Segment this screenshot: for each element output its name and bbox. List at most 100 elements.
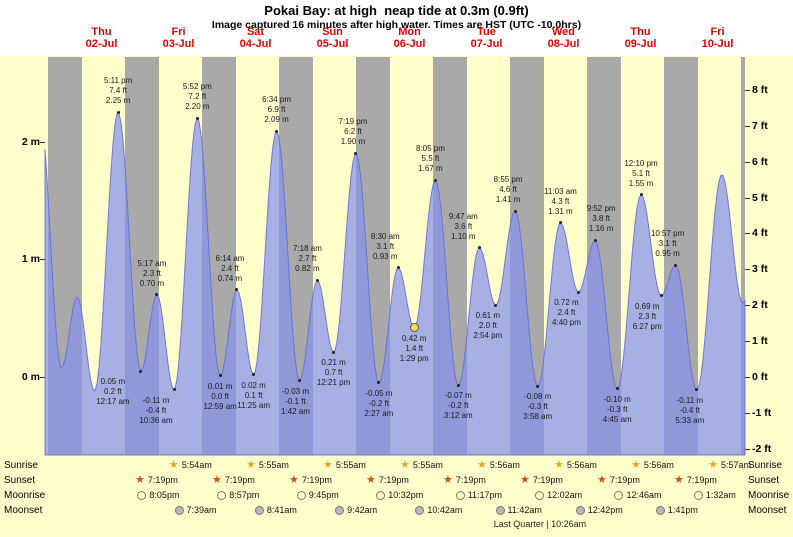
tide-annotation-line: 3.1 ft	[658, 239, 677, 249]
astro-time: 9:45pm	[308, 490, 339, 500]
astro-entry: ★ 7:19pm	[289, 474, 332, 487]
day-label-dow: Thu	[630, 26, 651, 38]
moonset-icon	[655, 506, 665, 515]
astro-time: 11:17pm	[467, 490, 503, 500]
tide-annotation-line: 3.6 ft	[454, 221, 473, 231]
astro-time: 7:19pm	[301, 475, 332, 485]
tide-point-marker	[297, 379, 301, 383]
tide-annotation-line: 5.1 ft	[632, 168, 650, 178]
tide-annotation-line: -0.11 m	[142, 395, 170, 405]
tide-annotation-line: 9:52 pm	[586, 204, 616, 214]
tide-point-marker	[456, 383, 460, 387]
night-band	[47, 57, 82, 455]
sunset-star-icon: ★	[288, 474, 299, 486]
tide-annotation-line: -0.1 ft	[285, 396, 306, 406]
astro-time: 10:42am	[427, 505, 463, 515]
astro-entry: 12:42pm	[575, 504, 623, 517]
astro-entry: ★ 7:19pm	[443, 474, 486, 487]
astro-row-label-right: Sunrise	[748, 460, 782, 471]
tide-annotation-line: 2.0 ft	[478, 321, 497, 331]
day-label-date: 09-Jul	[624, 38, 657, 50]
sunset-star-icon: ★	[365, 474, 376, 486]
astro-entry: ★ 5:55am	[323, 459, 366, 472]
astro-entry: 8:41am	[254, 504, 297, 517]
tide-annotation-line: 7.2 ft	[188, 92, 207, 102]
high-tide-annotation: 8:30 am 3.1 ft 0.93 m	[357, 232, 413, 262]
low-tide-annotation: -0.10 m -0.3 ft 4:45 am	[589, 395, 645, 425]
tide-point-marker	[433, 178, 437, 182]
tide-point-marker	[332, 350, 336, 354]
tide-point-marker	[695, 388, 699, 392]
moonrise-icon	[137, 491, 147, 500]
tide-annotation-line: -0.2 ft	[368, 398, 390, 408]
astro-time: 7:19pm	[686, 475, 717, 485]
tide-annotation-line: 0.2 ft	[104, 387, 122, 397]
high-tide-annotation: 5:11 pm 7.4 ft 2.25 m	[90, 76, 146, 106]
tide-annotation-line: 2.25 m	[105, 96, 131, 106]
sunset-star-icon: ★	[673, 474, 684, 486]
axis-tick	[745, 233, 750, 235]
astro-entry: 9:42am	[335, 504, 377, 517]
astro-time: 5:54am	[181, 460, 212, 470]
astro-entry: ★ 5:55am	[246, 459, 289, 472]
tide-annotation-line: 1.41 m	[495, 195, 521, 205]
sunset-star-icon: ★	[442, 474, 453, 486]
day-label-date: 05-Jul	[316, 38, 349, 50]
tide-annotation-line: 3.8 ft	[592, 214, 611, 224]
astro-time: 8:57pm	[229, 490, 260, 500]
tide-point-marker	[639, 193, 643, 197]
day-label-dow: Tue	[477, 26, 496, 38]
tide-point-marker	[116, 110, 120, 114]
tide-point-marker	[235, 288, 239, 292]
tide-annotation-line: -0.3 ft	[607, 404, 628, 414]
sunset-star-icon: ★	[596, 474, 607, 486]
moonset-icon	[575, 506, 585, 515]
moonset-icon	[254, 506, 264, 515]
astro-time: 5:55am	[258, 460, 289, 470]
tide-point-marker	[513, 209, 517, 213]
chart-title: Pokai Bay: at high neap tide at 0.3m (0.…	[264, 3, 529, 18]
astro-entry: ★ 5:57am	[708, 459, 751, 472]
moonrise-icon	[455, 491, 465, 500]
feet-axis-label: 2 ft	[752, 299, 768, 312]
tide-annotation-line: 1.67 m	[418, 164, 443, 174]
tide-annotation-line: 8:05 pm	[415, 144, 445, 154]
tide-annotation-line: 0.82 m	[295, 264, 320, 274]
low-tide-annotation: -0.05 m -0.2 ft 2:27 am	[351, 389, 407, 419]
day-label-dow: Sat	[246, 26, 265, 38]
astro-entry: 8:57pm	[217, 489, 259, 502]
axis-tick	[745, 161, 750, 163]
tide-annotation-line: -0.07 m	[444, 391, 472, 401]
chart-subtitle: Image captured 16 minutes after high wat…	[211, 19, 582, 31]
sunrise-star-icon: ★	[245, 459, 256, 471]
low-tide-annotation: 0.69 m 2.3 ft 6:27 pm	[619, 302, 675, 332]
astro-time: 7:19pm	[224, 475, 255, 485]
tide-point-marker	[315, 278, 319, 282]
tide-annotation-line: 0.02 m	[241, 380, 266, 390]
axis-tick	[745, 89, 750, 91]
day-label-dow: Sun	[322, 26, 343, 38]
tide-point-marker	[615, 387, 619, 391]
sunrise-star-icon: ★	[399, 459, 410, 471]
day-label: Thu 09-Jul	[611, 26, 671, 50]
astro-time: 8:41am	[266, 505, 297, 515]
astro-entry: 1:32am	[693, 489, 736, 502]
tide-point-marker	[195, 116, 199, 120]
astro-entry: 11:17pm	[455, 489, 503, 502]
tide-annotation-line: 7.4 ft	[109, 86, 128, 96]
astro-row-label-left: Sunset	[4, 475, 36, 486]
tide-annotation-line: 1:42 am	[281, 406, 310, 416]
astro-entry: ★ 5:56am	[554, 459, 597, 472]
tide-annotation-line: 5:17 am	[137, 258, 167, 268]
high-tide-annotation: 8:55 pm 4.6 ft 1.41 m	[480, 175, 536, 205]
tide-annotation-line: 2.4 ft	[221, 263, 239, 273]
axis-tick	[40, 259, 45, 261]
day-label: Sat 04-Jul	[226, 26, 286, 50]
sunrise-star-icon: ★	[554, 459, 564, 471]
tide-annotation-line: 1.90 m	[340, 137, 366, 147]
tide-annotation-line: 7:18 am	[292, 244, 322, 254]
day-label: Fri 10-Jul	[688, 26, 748, 50]
tide-annotation-line: 6:27 pm	[632, 321, 662, 331]
moonset-icon	[415, 506, 425, 515]
moonrise-icon	[376, 491, 386, 500]
